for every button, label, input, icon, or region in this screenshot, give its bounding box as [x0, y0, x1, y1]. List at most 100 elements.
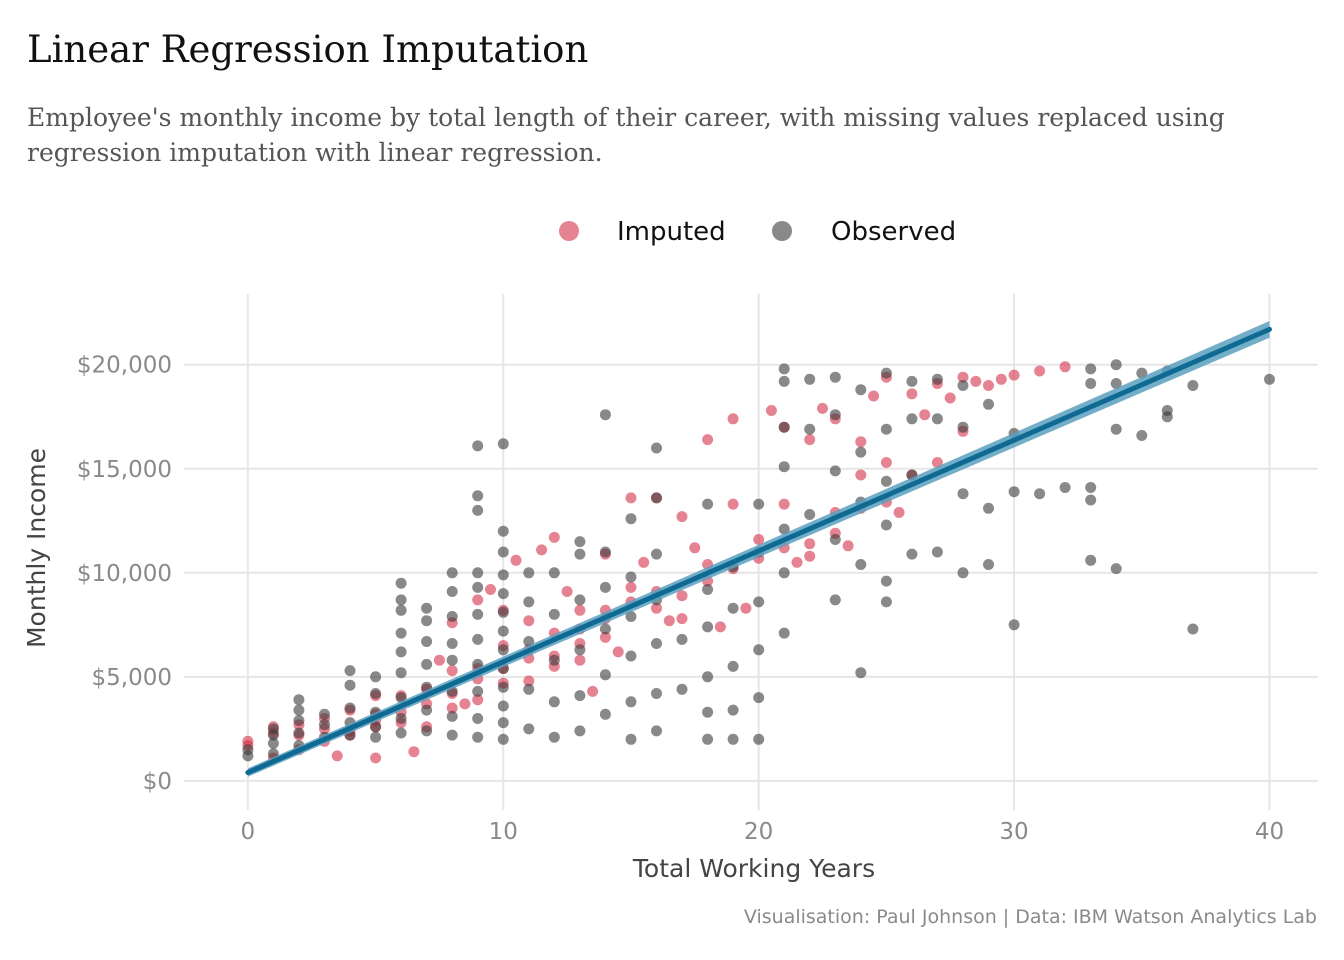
imputed-point	[433, 654, 445, 666]
observed-point	[267, 723, 279, 735]
observed-point	[931, 413, 943, 425]
series-imputed	[242, 361, 1071, 764]
observed-point	[497, 588, 509, 600]
observed-point	[906, 548, 918, 560]
observed-point	[906, 375, 918, 387]
observed-point	[421, 602, 433, 614]
observed-point	[395, 667, 407, 679]
observed-point	[497, 625, 509, 637]
observed-point	[497, 525, 509, 537]
observed-point	[880, 475, 892, 487]
imputed-point	[472, 594, 484, 606]
observed-point	[472, 713, 484, 724]
observed-point	[574, 690, 586, 702]
observed-point	[1034, 488, 1046, 500]
observed-point	[472, 581, 484, 593]
observed-point	[599, 546, 611, 558]
observed-point	[446, 586, 458, 597]
observed-point	[344, 679, 356, 691]
observed-point	[1264, 373, 1275, 385]
observed-point	[472, 504, 484, 516]
observed-point	[497, 606, 509, 618]
y-tick-label: $10,000	[77, 561, 172, 587]
imputed-point	[663, 615, 675, 627]
regression-line-group	[245, 321, 1272, 777]
observed-point	[855, 559, 867, 570]
x-tick-label: 0	[241, 819, 256, 845]
x-tick-label: 40	[1255, 819, 1284, 845]
observed-point	[1110, 563, 1122, 575]
observed-point	[446, 654, 458, 666]
imputed-point	[778, 498, 790, 510]
observed-point	[651, 492, 662, 504]
imputed-point	[855, 469, 867, 481]
observed-point	[957, 567, 969, 579]
observed-point	[548, 731, 560, 743]
observed-point	[829, 409, 841, 421]
observed-point	[497, 733, 509, 745]
x-tick-label: 10	[489, 819, 518, 845]
observed-point	[625, 696, 637, 708]
observed-point	[472, 490, 484, 502]
imputed-point	[880, 457, 892, 468]
observed-point	[829, 465, 841, 477]
observed-point	[574, 644, 586, 656]
observed-point	[497, 438, 509, 450]
imputed-point	[523, 615, 535, 627]
observed-point	[778, 461, 790, 473]
imputed-point	[587, 685, 599, 697]
observed-point	[676, 683, 688, 695]
observed-point	[778, 523, 790, 535]
x-tick-label: 30	[999, 819, 1028, 845]
observed-point	[727, 602, 739, 614]
observed-point	[574, 594, 586, 606]
observed-point	[957, 488, 969, 500]
imputed-point	[523, 675, 535, 687]
observed-point	[880, 423, 892, 435]
observed-point	[880, 367, 892, 379]
imputed-point	[1034, 365, 1046, 377]
imputed-point	[970, 375, 982, 387]
imputed-point	[548, 531, 560, 543]
imputed-point	[727, 498, 739, 510]
observed-point	[702, 584, 714, 595]
observed-point	[753, 733, 765, 745]
observed-point	[446, 638, 458, 649]
observed-point	[651, 688, 662, 699]
observed-point	[625, 733, 637, 745]
observed-point	[548, 696, 560, 708]
observed-point	[319, 708, 330, 720]
observed-point	[829, 371, 841, 383]
imputed-point	[612, 646, 624, 658]
observed-point	[983, 398, 994, 410]
observed-point	[548, 654, 560, 666]
x-axis-title: Total Working Years	[632, 854, 875, 883]
observed-point	[395, 713, 407, 724]
observed-point	[574, 536, 586, 548]
legend-label-observed: Observed	[831, 217, 956, 247]
observed-point	[446, 611, 458, 622]
observed-point	[523, 723, 535, 735]
observed-point	[344, 665, 356, 677]
observed-point	[1110, 423, 1122, 435]
imputed-point	[702, 434, 714, 446]
y-tick-label: $5,000	[92, 665, 172, 691]
imputed-point	[1008, 369, 1020, 381]
imputed-point	[740, 602, 752, 614]
x-tick-label: 20	[744, 819, 773, 845]
observed-point	[242, 744, 254, 756]
observed-point	[421, 704, 433, 716]
observed-point	[523, 567, 535, 579]
observed-point	[395, 594, 407, 606]
imputed-point	[638, 556, 650, 568]
imputed-point	[446, 702, 458, 714]
observed-point	[727, 704, 739, 716]
observed-point	[804, 509, 816, 520]
observed-point	[727, 733, 739, 745]
caption: Visualisation: Paul Johnson | Data: IBM …	[743, 906, 1317, 928]
observed-point	[599, 623, 611, 635]
observed-point	[293, 704, 305, 716]
observed-point	[727, 660, 739, 672]
imputed-point	[472, 694, 484, 706]
